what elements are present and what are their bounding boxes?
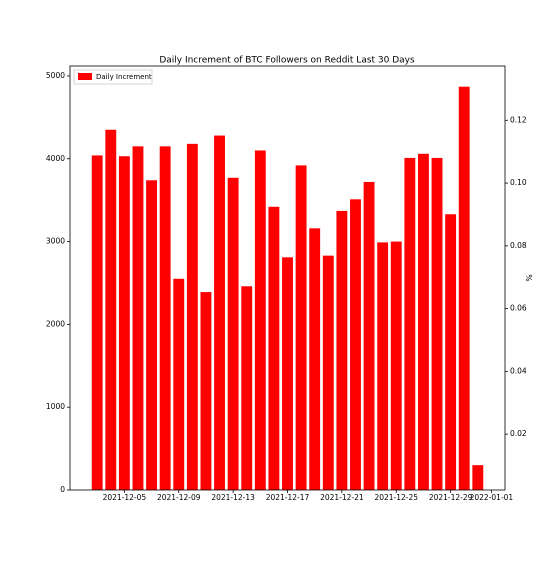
- bar: [146, 180, 157, 490]
- bar: [268, 206, 280, 490]
- y-tick-label: 2000: [46, 319, 65, 328]
- bar: [105, 129, 117, 490]
- bar: [200, 292, 212, 490]
- bar: [472, 465, 484, 490]
- bar: [295, 165, 307, 490]
- bar: [118, 156, 130, 490]
- bar: [458, 86, 470, 490]
- y-tick-label: 4000: [46, 154, 65, 163]
- bar: [91, 155, 103, 490]
- x-tick-label: 2021-12-05: [103, 493, 147, 502]
- x-tick-label: 2021-12-25: [374, 493, 418, 502]
- x-tick-label: 2022-01-01: [470, 493, 514, 502]
- bar: [309, 228, 321, 490]
- bar: [377, 242, 389, 490]
- bar: [214, 135, 225, 490]
- bar: [186, 143, 198, 490]
- x-tick-label: 2021-12-09: [157, 493, 201, 502]
- bar: [282, 257, 293, 490]
- x-tick-label: 2021-12-13: [211, 493, 255, 502]
- bar: [241, 286, 253, 490]
- bar: [322, 255, 334, 490]
- bar: [173, 278, 185, 490]
- chart-title: Daily Increment of BTC Followers on Redd…: [159, 56, 415, 66]
- y2-axis-label: %: [524, 274, 533, 281]
- bar: [132, 146, 144, 490]
- y-tick-label: 3000: [46, 237, 65, 246]
- y-tick-label: 5000: [46, 71, 65, 80]
- y-tick-label: 0: [60, 485, 65, 494]
- legend-box: [73, 69, 153, 85]
- legend-swatch: [78, 73, 92, 80]
- bar: [159, 146, 171, 490]
- bar: [418, 153, 429, 490]
- bar: [390, 241, 402, 490]
- x-tick-label: 2021-12-29: [429, 493, 473, 502]
- x-tick-label: 2021-12-17: [266, 493, 310, 502]
- bar: [227, 177, 239, 490]
- y-tick-label: 1000: [46, 402, 65, 411]
- bar: [363, 181, 375, 490]
- bar: [445, 214, 457, 490]
- legend-label: Daily Increment: [96, 73, 152, 81]
- x-tick-label: 2021-12-21: [320, 493, 364, 502]
- y2-tick-label: 0.10: [510, 178, 527, 187]
- y2-tick-label: 0.12: [510, 115, 527, 124]
- y2-tick-label: 0.08: [510, 241, 527, 250]
- y2-tick-label: 0.02: [510, 429, 527, 438]
- bar: [404, 157, 416, 490]
- bar: [350, 199, 361, 490]
- y2-tick-label: 0.06: [510, 304, 527, 313]
- bar: [254, 150, 266, 490]
- bar: [431, 157, 443, 490]
- y2-tick-label: 0.04: [510, 366, 527, 375]
- bar: [336, 210, 348, 490]
